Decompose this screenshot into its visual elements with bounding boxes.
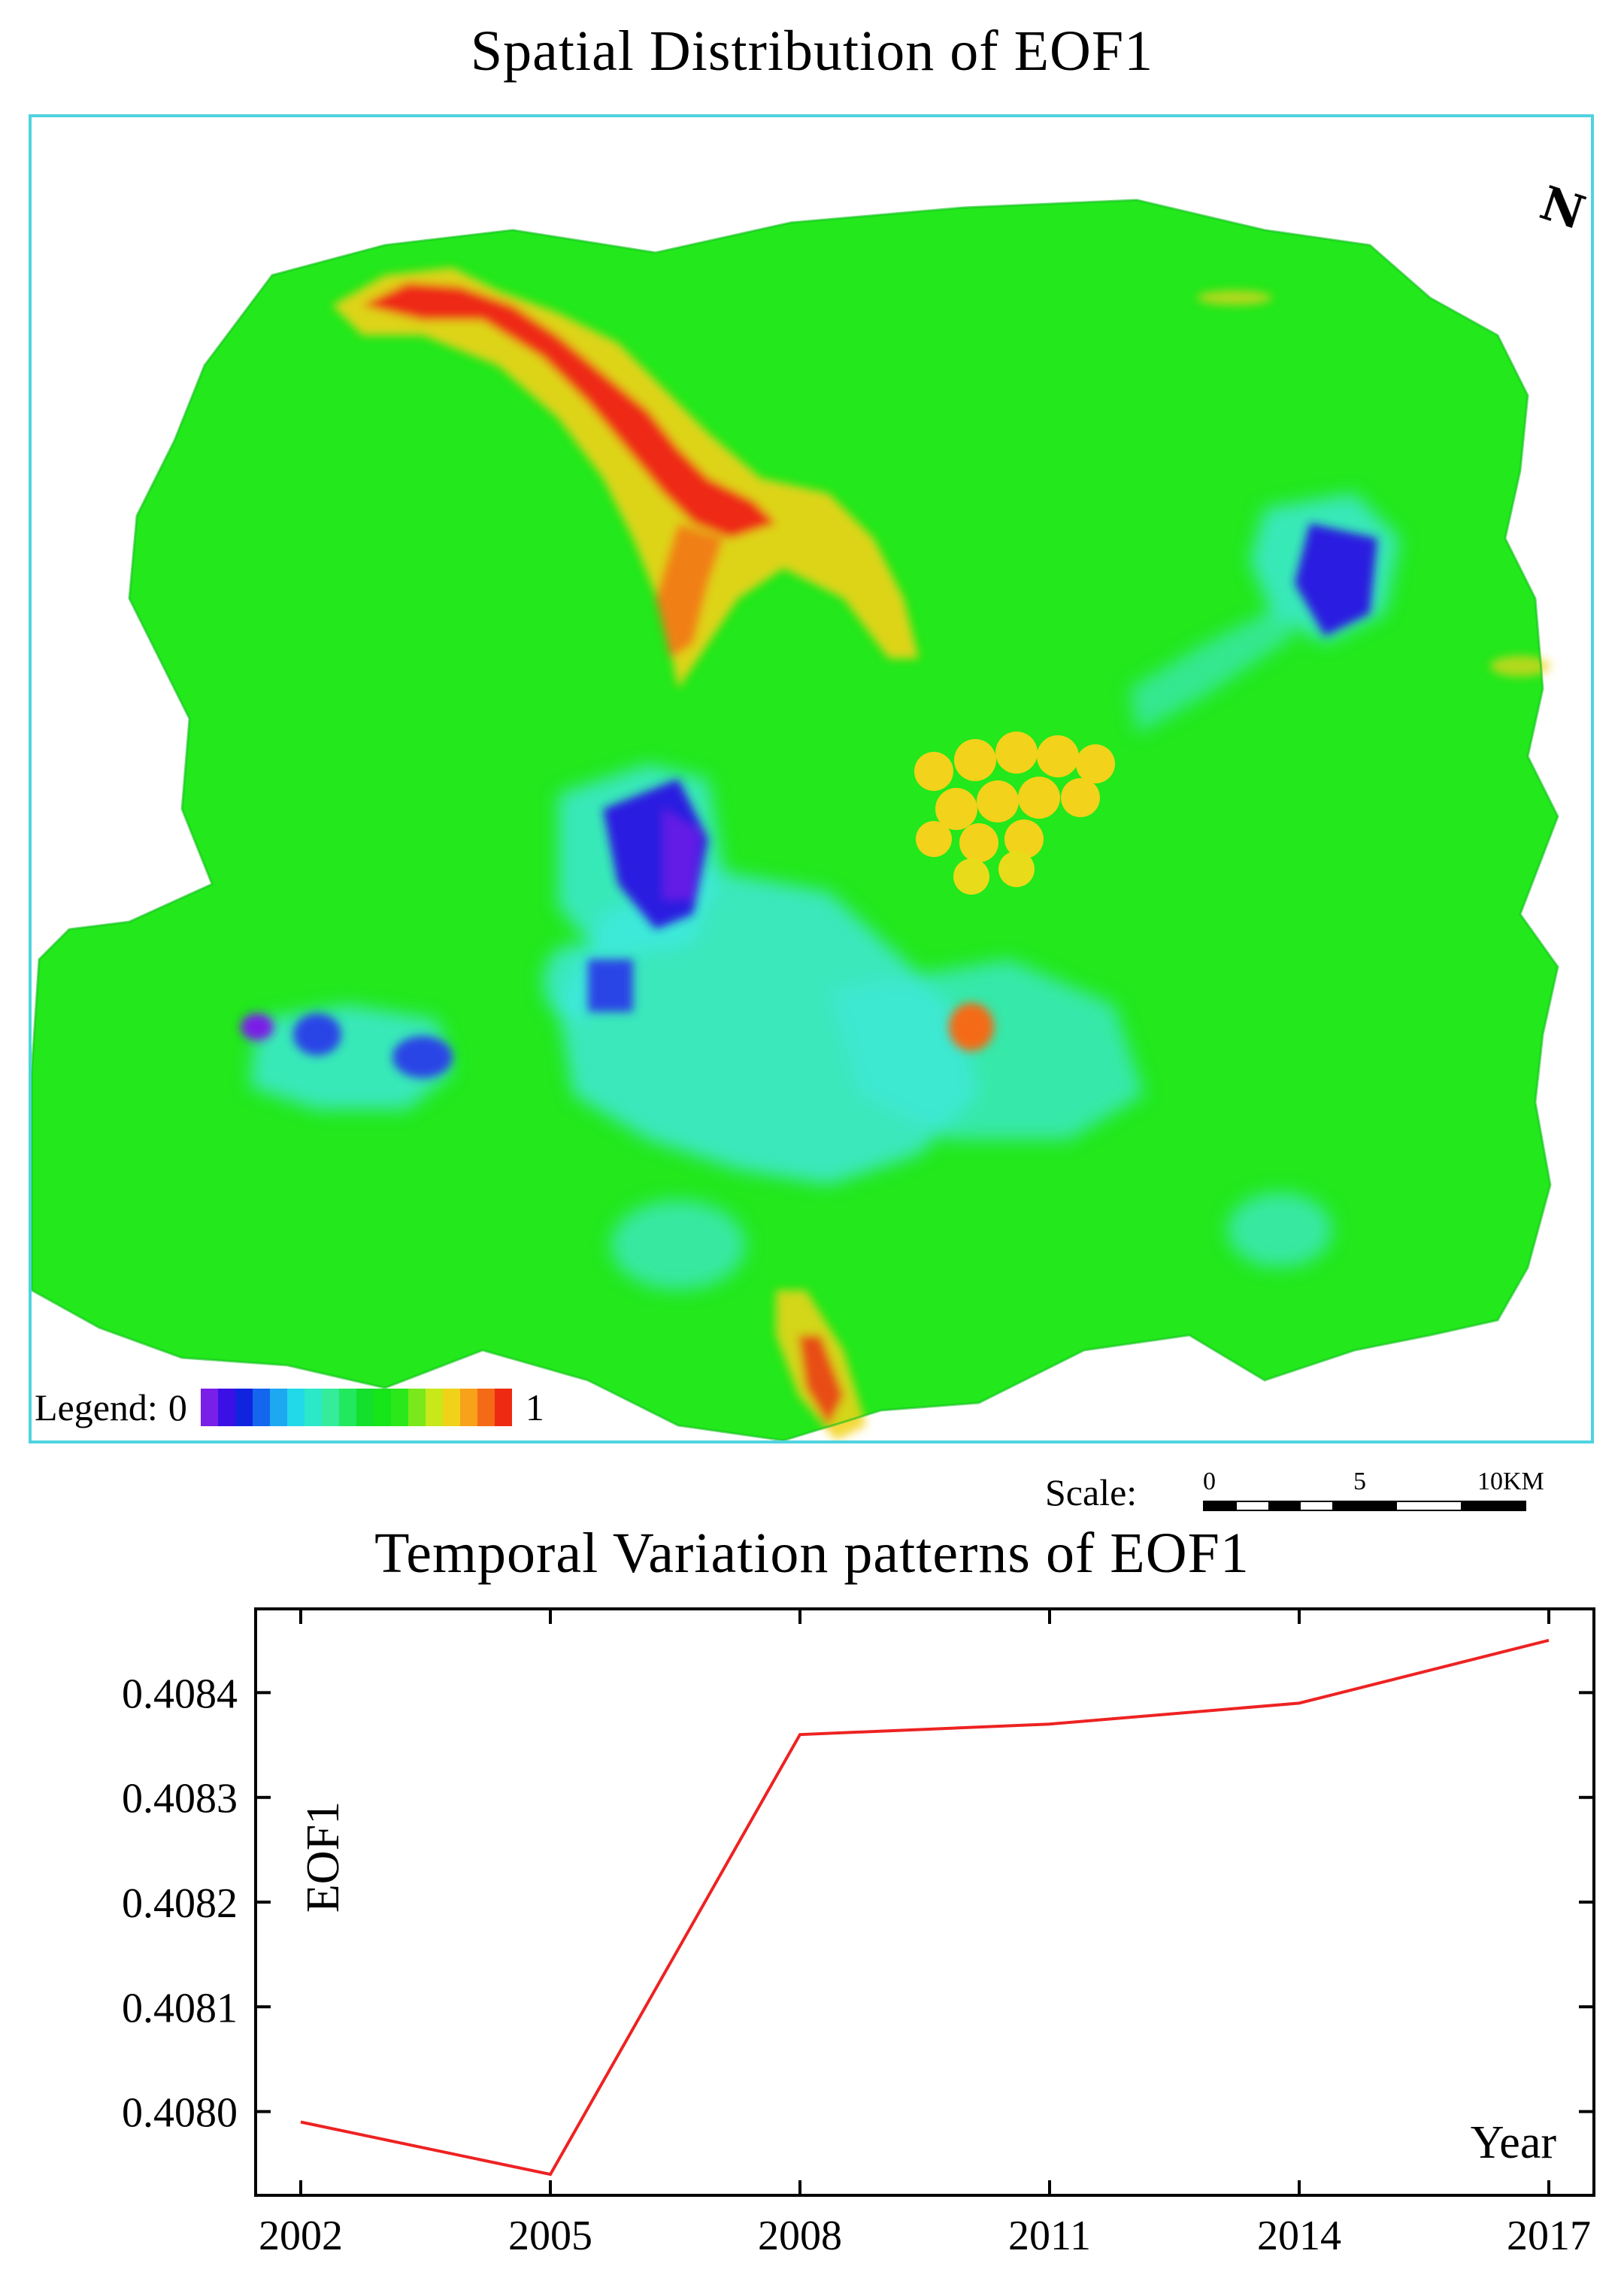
legend-swatch-7 [321, 1389, 339, 1426]
legend-swatch-3 [252, 1389, 270, 1426]
legend-swatch-11 [390, 1389, 408, 1426]
legend-color-ramp [200, 1389, 512, 1426]
legend-swatch-17 [494, 1389, 512, 1426]
legend-min: 0 [168, 1386, 187, 1428]
scale-label: Scale: [1045, 1471, 1138, 1513]
y-tick-label-3: 0.4083 [122, 1776, 238, 1822]
minimum-value-zones [241, 523, 1377, 1078]
y-axis-label: EOF1 [298, 1801, 349, 1913]
map-title: Spatial Distribution of EOF1 [470, 20, 1154, 83]
legend-swatch-9 [356, 1389, 374, 1426]
scale-tick-10km: 10KM [1477, 1468, 1544, 1495]
scale-tick-5: 5 [1353, 1468, 1366, 1495]
high-value-pivots [914, 732, 1115, 895]
map-legend: Legend: 0 1 [35, 1383, 544, 1431]
eof1-spatial-map [32, 198, 1559, 1440]
scale-bar-graphic [1203, 1501, 1526, 1511]
legend-swatch-8 [338, 1389, 356, 1426]
legend-max: 1 [525, 1386, 544, 1428]
legend-label: Legend: [35, 1386, 158, 1428]
legend-swatch-12 [408, 1389, 426, 1426]
scale-tick-0: 0 [1203, 1468, 1216, 1495]
basin-area [32, 200, 1558, 1440]
x-tick-label-2: 2008 [758, 2213, 842, 2259]
legend-swatch-13 [425, 1389, 443, 1426]
y-tick-label-0: 0.4080 [122, 2090, 238, 2137]
legend-swatch-16 [477, 1389, 495, 1426]
y-tick-label-1: 0.4081 [122, 1985, 238, 2031]
legend-swatch-10 [373, 1389, 391, 1426]
y-axis: 0.4080 0.4081 0.4082 0.4083 0.4084 [122, 1671, 1594, 2137]
x-tick-label-4: 2014 [1257, 2213, 1341, 2259]
x-tick-label-0: 2002 [259, 2213, 343, 2259]
high-value-river [332, 268, 1550, 1440]
legend-swatch-0 [200, 1389, 218, 1426]
x-tick-label-1: 2005 [508, 2213, 592, 2259]
legend-swatch-6 [304, 1389, 322, 1426]
series-line [300, 1638, 1550, 2177]
legend-swatch-5 [286, 1389, 304, 1426]
legend-swatch-2 [235, 1389, 253, 1426]
legend-swatch-4 [269, 1389, 287, 1426]
y-tick-label-4: 0.4084 [122, 1671, 238, 1717]
legend-swatch-1 [217, 1389, 235, 1426]
legend-swatch-15 [459, 1389, 477, 1426]
x-axis-label: Year [1471, 2117, 1557, 2168]
y-tick-label-2: 0.4082 [122, 1880, 238, 1927]
plot-frame [254, 1607, 1595, 2197]
chart-title: Temporal Variation patterns of EOF1 [374, 1522, 1250, 1585]
scale-bar: Scale: 0 5 10KM [1045, 1465, 1571, 1517]
legend-swatch-14 [442, 1389, 460, 1426]
x-tick-label-3: 2011 [1008, 2213, 1091, 2259]
x-tick-label-5: 2017 [1507, 2213, 1591, 2259]
x-axis: 2002 2005 2008 2011 2014 2017 [259, 1609, 1591, 2259]
map-frame [29, 114, 1594, 1443]
